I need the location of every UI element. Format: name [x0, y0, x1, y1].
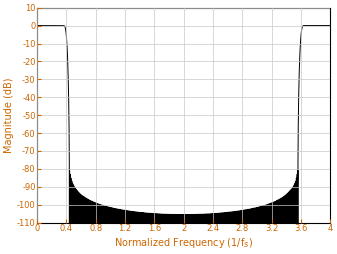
Y-axis label: Magnitude (dB): Magnitude (dB): [4, 77, 14, 153]
X-axis label: Normalized Frequency (1/f$_S$): Normalized Frequency (1/f$_S$): [114, 236, 253, 250]
